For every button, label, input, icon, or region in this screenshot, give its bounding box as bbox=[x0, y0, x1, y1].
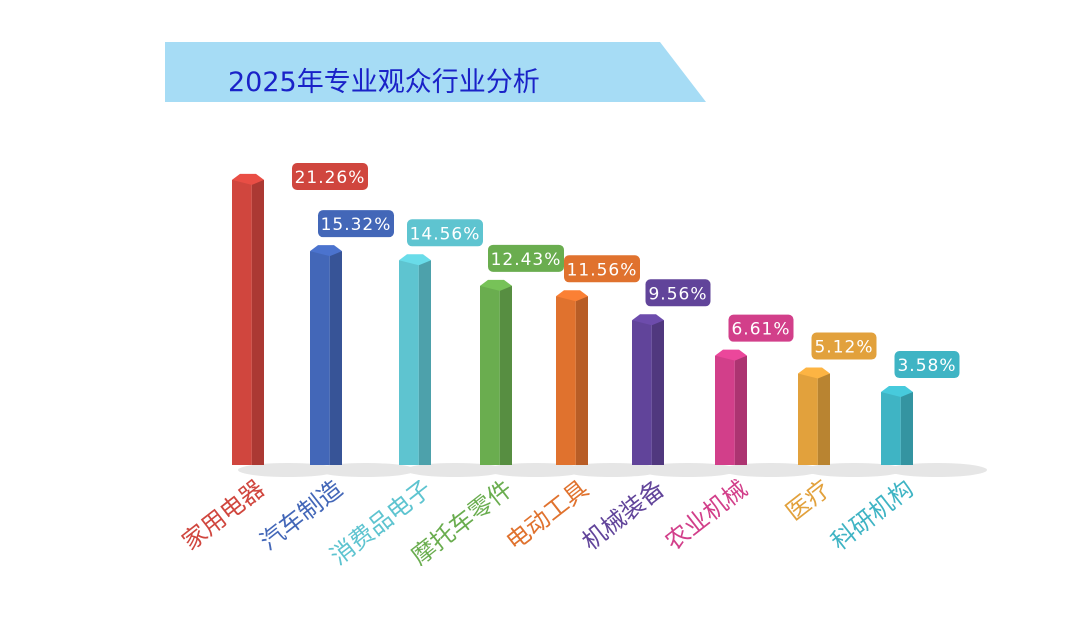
bar-shadow bbox=[316, 463, 416, 477]
bar-4 bbox=[556, 290, 662, 477]
bar-5 bbox=[632, 314, 738, 477]
bar-side bbox=[418, 260, 431, 465]
data-label-box bbox=[318, 210, 394, 238]
category-label: 家用电器 bbox=[177, 475, 270, 556]
data-label-text: 12.43% bbox=[491, 250, 562, 270]
data-label-text: 21.26% bbox=[295, 168, 366, 188]
bar-side bbox=[817, 373, 830, 465]
bar-0 bbox=[232, 173, 338, 477]
data-label-box bbox=[292, 163, 368, 190]
data-label: 12.43% bbox=[488, 244, 564, 272]
bar-2 bbox=[399, 254, 505, 477]
bar-top bbox=[310, 245, 342, 257]
bar-top bbox=[399, 254, 431, 266]
data-label-box bbox=[811, 332, 877, 360]
bar-top bbox=[715, 349, 747, 361]
data-label-box bbox=[407, 219, 483, 247]
bar-top bbox=[881, 386, 913, 398]
bar-top bbox=[232, 173, 264, 185]
bar-side bbox=[329, 251, 342, 465]
bar-top bbox=[556, 290, 588, 302]
bar-shadow bbox=[638, 463, 738, 477]
bar-front bbox=[632, 320, 652, 465]
data-label-text: 15.32% bbox=[321, 215, 392, 235]
data-label: 14.56% bbox=[407, 219, 483, 247]
bar-front bbox=[556, 296, 576, 465]
category-label: 电动工具 bbox=[501, 475, 594, 556]
bar-front bbox=[715, 355, 735, 465]
bar-7 bbox=[798, 367, 904, 477]
bar-side bbox=[734, 355, 747, 465]
bar-top bbox=[798, 367, 830, 379]
data-label: 21.26% bbox=[292, 163, 368, 190]
data-label-text: 5.12% bbox=[814, 338, 873, 358]
bar-shadow bbox=[486, 463, 586, 477]
data-label-text: 6.61% bbox=[731, 320, 790, 340]
data-label: 15.32% bbox=[318, 210, 394, 238]
data-label-box bbox=[894, 351, 960, 379]
bar-1 bbox=[310, 245, 416, 477]
bar-side bbox=[251, 179, 264, 465]
data-label-box bbox=[728, 314, 794, 342]
bar-8 bbox=[881, 386, 987, 477]
data-label-box bbox=[488, 244, 564, 272]
data-label-box bbox=[645, 279, 711, 307]
banner-shape bbox=[165, 42, 706, 102]
bar-shadow bbox=[804, 463, 904, 477]
bar-front bbox=[310, 251, 330, 465]
data-label: 11.56% bbox=[564, 255, 640, 283]
bar-shadow bbox=[238, 463, 338, 477]
data-label-text: 9.56% bbox=[648, 284, 707, 304]
category-label: 农业机械 bbox=[660, 475, 753, 556]
bar-side bbox=[651, 320, 664, 465]
bar-shadow bbox=[405, 463, 505, 477]
bar-front bbox=[480, 285, 500, 465]
bar-front bbox=[232, 179, 252, 465]
category-label: 机械装备 bbox=[577, 475, 670, 556]
bar-6 bbox=[715, 349, 821, 477]
category-label: 科研机构 bbox=[826, 475, 919, 556]
data-label-text: 14.56% bbox=[410, 224, 481, 244]
data-label-text: 3.58% bbox=[897, 356, 956, 376]
data-label: 6.61% bbox=[728, 314, 794, 342]
data-label: 9.56% bbox=[645, 279, 711, 307]
data-label-box bbox=[564, 255, 640, 283]
bar-side bbox=[575, 296, 588, 465]
data-label: 3.58% bbox=[894, 351, 960, 379]
bar-front bbox=[798, 373, 818, 465]
bar-top bbox=[632, 314, 664, 326]
bar-front bbox=[399, 260, 419, 465]
category-label: 医疗 bbox=[781, 475, 836, 527]
data-label: 5.12% bbox=[811, 332, 877, 360]
bar-shadow bbox=[721, 463, 821, 477]
bar-shadow bbox=[887, 463, 987, 477]
bar-side bbox=[499, 285, 512, 465]
bar-shadow bbox=[562, 463, 662, 477]
bar-top bbox=[480, 279, 512, 291]
data-label-text: 11.56% bbox=[567, 260, 638, 280]
bar-side bbox=[900, 392, 913, 465]
chart-title: 2025年专业观众行业分析 bbox=[228, 67, 540, 98]
bar-3 bbox=[480, 279, 586, 477]
bar-front bbox=[881, 392, 901, 465]
